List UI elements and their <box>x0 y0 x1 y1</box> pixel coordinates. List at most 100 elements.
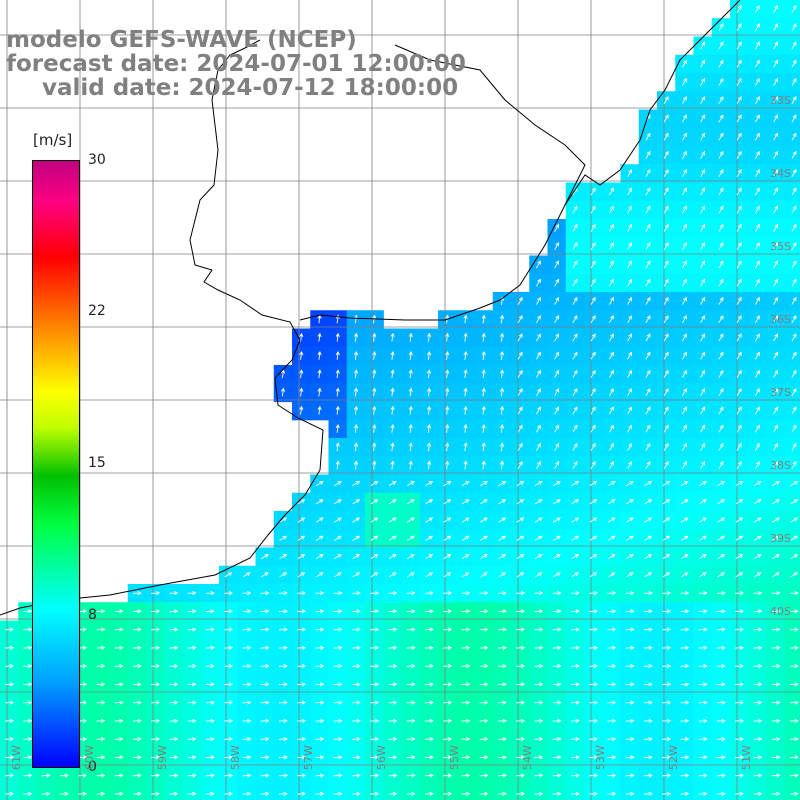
wind-arrow <box>351 627 361 632</box>
wind-arrow <box>390 332 395 342</box>
wind-arrow <box>353 350 359 360</box>
wind-arrow <box>572 424 578 433</box>
wind-arrow <box>372 405 377 415</box>
wind-arrow <box>663 205 669 214</box>
wind-arrow <box>718 23 724 32</box>
field-cell <box>784 401 800 421</box>
wind-arrow <box>627 169 633 178</box>
wind-arrow <box>463 369 468 379</box>
wind-arrow <box>151 590 161 596</box>
wind-arrow <box>498 499 507 505</box>
wind-arrow <box>607 517 616 523</box>
wind-arrow <box>627 205 633 214</box>
wind-arrow <box>662 663 672 669</box>
wind-arrow <box>607 481 616 487</box>
wind-arrow <box>791 23 797 32</box>
wind-arrow <box>773 132 779 141</box>
wind-arrow <box>5 791 15 796</box>
wind-arrow <box>700 369 706 378</box>
wind-arrow <box>773 333 779 342</box>
wind-arrow <box>424 590 434 596</box>
wind-arrow <box>718 278 724 287</box>
wind-arrow <box>753 572 762 578</box>
wind-arrow <box>297 517 306 523</box>
wind-arrow <box>771 755 781 760</box>
wind-arrow <box>461 736 471 742</box>
wind-arrow <box>607 736 617 742</box>
wind-arrow <box>534 535 543 541</box>
wind-arrow <box>554 333 560 342</box>
field-cell <box>529 784 549 800</box>
wind-arrow <box>497 645 507 650</box>
wind-arrow <box>370 700 380 705</box>
wind-arrow <box>425 554 434 560</box>
wind-arrow <box>718 132 724 141</box>
wind-arrow <box>789 755 799 760</box>
wind-arrow <box>735 791 745 796</box>
wind-arrow <box>627 333 633 342</box>
wind-arrow <box>625 700 635 705</box>
wind-arrow <box>663 187 669 196</box>
wind-arrow <box>534 663 544 669</box>
wind-arrow <box>23 791 33 796</box>
wind-arrow <box>169 682 179 687</box>
wind-arrow <box>351 773 361 778</box>
wind-arrow <box>23 645 33 650</box>
wind-arrow <box>333 609 343 614</box>
wind-arrow <box>114 700 124 705</box>
wind-arrow <box>554 406 560 415</box>
wind-arrow <box>791 242 797 251</box>
wind-arrow <box>536 333 541 342</box>
wind-arrow <box>572 388 578 397</box>
wind-arrow <box>479 663 489 669</box>
wind-arrow <box>536 260 541 269</box>
wind-arrow <box>755 132 760 141</box>
wind-arrow <box>700 223 706 232</box>
wind-arrow <box>791 41 797 50</box>
colorbar-tick-30: 30 <box>88 152 106 168</box>
wind-arrow <box>517 424 523 433</box>
field-cell <box>784 784 800 800</box>
wind-arrow <box>682 333 687 342</box>
wind-arrow <box>23 736 33 742</box>
wind-arrow <box>260 682 270 687</box>
wind-arrow <box>353 423 359 433</box>
wind-arrow <box>554 461 560 470</box>
wind-arrow <box>716 736 726 742</box>
wind-arrow <box>753 755 763 760</box>
wind-arrow <box>607 773 617 778</box>
wind-arrow <box>590 461 596 470</box>
wind-arrow <box>736 77 742 86</box>
wind-arrow <box>682 424 687 433</box>
wind-arrow <box>278 736 288 742</box>
wind-arrow <box>627 260 633 269</box>
wind-arrow <box>662 517 671 523</box>
wind-arrow <box>499 423 505 433</box>
lon-label: 56W <box>375 745 388 770</box>
wind-arrow <box>351 663 361 669</box>
wind-arrow <box>96 682 106 687</box>
wind-arrow <box>479 645 489 650</box>
field-cell <box>784 91 800 111</box>
wind-arrow <box>205 755 215 760</box>
wind-arrow <box>643 718 653 723</box>
wind-arrow <box>370 718 380 723</box>
wind-arrow <box>589 627 599 632</box>
wind-arrow <box>151 663 161 669</box>
wind-arrow <box>791 114 797 123</box>
wind-arrow <box>372 387 377 397</box>
wind-arrow <box>771 791 781 796</box>
field-cell <box>784 18 800 38</box>
lat-label: 35S <box>770 240 791 253</box>
wind-arrow <box>571 499 580 505</box>
wind-arrow <box>753 481 762 487</box>
wind-arrow <box>789 736 799 742</box>
wind-arrow <box>718 260 724 269</box>
wind-arrow <box>662 791 672 796</box>
wind-arrow <box>461 535 470 541</box>
wind-arrow <box>408 460 413 470</box>
wind-arrow <box>682 205 687 214</box>
wind-arrow <box>627 351 633 360</box>
wind-arrow <box>443 718 453 723</box>
wind-arrow <box>78 791 88 796</box>
